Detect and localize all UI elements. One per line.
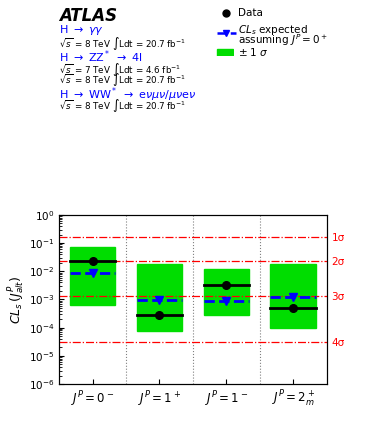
Text: $\sqrt{s}$ = 8 TeV $\int$Ldt = 20.7 fb$^{-1}$: $\sqrt{s}$ = 8 TeV $\int$Ldt = 20.7 fb$^… bbox=[59, 35, 186, 52]
Bar bbox=[137, 264, 182, 331]
Bar bbox=[204, 269, 249, 315]
Text: Data: Data bbox=[238, 8, 263, 18]
Text: $\sqrt{s}$ = 8 TeV $\int$Ldt = 20.7 fb$^{-1}$: $\sqrt{s}$ = 8 TeV $\int$Ldt = 20.7 fb$^… bbox=[59, 71, 186, 88]
Text: assuming $J^P = 0^+$: assuming $J^P = 0^+$ bbox=[238, 32, 328, 48]
Y-axis label: $CL_s\,(J^P_{alt})$: $CL_s\,(J^P_{alt})$ bbox=[7, 275, 28, 324]
Bar bbox=[70, 247, 115, 305]
Text: $\sqrt{s}$ = 8 TeV $\int$Ldt = 20.7 fb$^{-1}$: $\sqrt{s}$ = 8 TeV $\int$Ldt = 20.7 fb$^… bbox=[59, 97, 186, 114]
Text: $\pm$ 1 $\sigma$: $\pm$ 1 $\sigma$ bbox=[238, 46, 269, 58]
Bar bbox=[270, 264, 316, 328]
Text: $\sqrt{s}$ = 7 TeV $\int$Ldt = 4.6 fb$^{-1}$: $\sqrt{s}$ = 7 TeV $\int$Ldt = 4.6 fb$^{… bbox=[59, 61, 181, 78]
Bar bbox=[217, 49, 233, 56]
Text: $CL_s$ expected: $CL_s$ expected bbox=[238, 23, 308, 36]
Text: H $\rightarrow$ ZZ$^*$ $\rightarrow$ 4l: H $\rightarrow$ ZZ$^*$ $\rightarrow$ 4l bbox=[59, 49, 143, 65]
Text: H $\rightarrow$ WW$^*$ $\rightarrow$ e$\nu\mu\nu$/$\mu\nu$e$\nu$: H $\rightarrow$ WW$^*$ $\rightarrow$ e$\… bbox=[59, 85, 197, 104]
Text: ATLAS: ATLAS bbox=[59, 7, 117, 24]
Text: H $\rightarrow$ $\gamma\gamma$: H $\rightarrow$ $\gamma\gamma$ bbox=[59, 23, 104, 36]
